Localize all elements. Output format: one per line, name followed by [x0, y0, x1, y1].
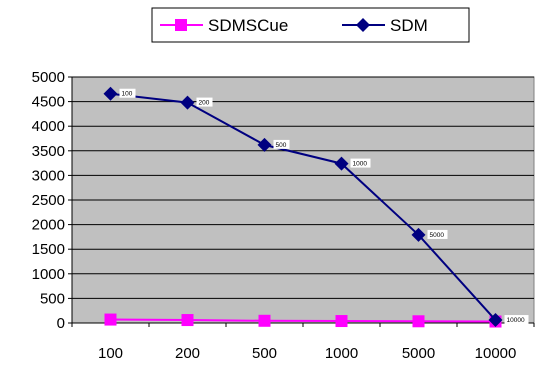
point-sdmscue	[258, 314, 271, 327]
legend-label-sdm: SDM	[390, 16, 428, 35]
series-line-sdm	[110, 92, 497, 321]
data-label-bg	[119, 88, 136, 98]
point-sdm	[103, 86, 118, 101]
x-axis-ticks: 100 200 500 1000 5000 10000	[71, 323, 535, 362]
y-axis-ticks: 0 500 1000 1500 2000 2500 3000 3500 4000 4500 5000	[32, 69, 72, 332]
legend-label-sdmscue: SDMSCue	[208, 16, 288, 35]
data-label: 200	[199, 100, 210, 107]
data-label: 500	[276, 142, 287, 149]
x-tick-label: 10000	[475, 345, 517, 362]
y-tick-label: 0	[57, 315, 65, 332]
data-label: 5000	[430, 232, 445, 239]
data-label-bg	[427, 229, 448, 239]
data-label-bg	[350, 158, 371, 168]
data-label-bg	[504, 315, 529, 325]
x-tick-label: 500	[252, 345, 277, 362]
point-sdm	[257, 137, 272, 152]
data-label: 10000	[507, 317, 525, 324]
point-sdmscue	[335, 315, 348, 328]
y-tick-label: 1000	[32, 266, 65, 283]
series-line-sdmscue	[110, 318, 496, 323]
gridlines	[72, 76, 534, 299]
point-sdm	[334, 156, 349, 171]
data-label-bg	[273, 139, 290, 149]
x-tick-label: 200	[175, 345, 200, 362]
series-layer	[103, 86, 503, 328]
legend-box	[151, 7, 470, 43]
legend-marker-sdmscue	[175, 19, 187, 31]
point-sdm	[411, 227, 426, 242]
point-sdmscue	[104, 313, 117, 326]
legend-marker-sdm	[356, 18, 370, 32]
legend-item-sdm: SDM	[342, 16, 428, 35]
y-tick-label: 5000	[32, 69, 65, 86]
y-tick-label: 3500	[32, 143, 65, 160]
y-tick-label: 500	[40, 290, 65, 307]
point-sdmscue	[412, 315, 425, 328]
point-sdmscue	[181, 314, 194, 327]
y-tick-label: 2000	[32, 217, 65, 234]
y-tick-label: 3000	[32, 167, 65, 184]
y-tick-label: 4500	[32, 94, 65, 111]
x-tick-label: 1000	[325, 345, 358, 362]
data-label: 100	[122, 91, 133, 98]
point-sdm	[488, 313, 503, 328]
point-sdm	[180, 95, 195, 110]
y-tick-label: 1500	[32, 241, 65, 258]
x-tick-label: 5000	[402, 345, 435, 362]
legend: SDMSCue SDM	[151, 7, 470, 43]
y-tick-label: 4000	[32, 118, 65, 135]
data-labels: 100 200 500 1000 5000 10000	[119, 88, 529, 325]
data-label: 1000	[353, 161, 368, 168]
x-tick-label: 100	[98, 345, 123, 362]
y-tick-label: 2500	[32, 192, 65, 209]
data-label-bg	[196, 97, 213, 107]
legend-item-sdmscue: SDMSCue	[160, 16, 288, 35]
